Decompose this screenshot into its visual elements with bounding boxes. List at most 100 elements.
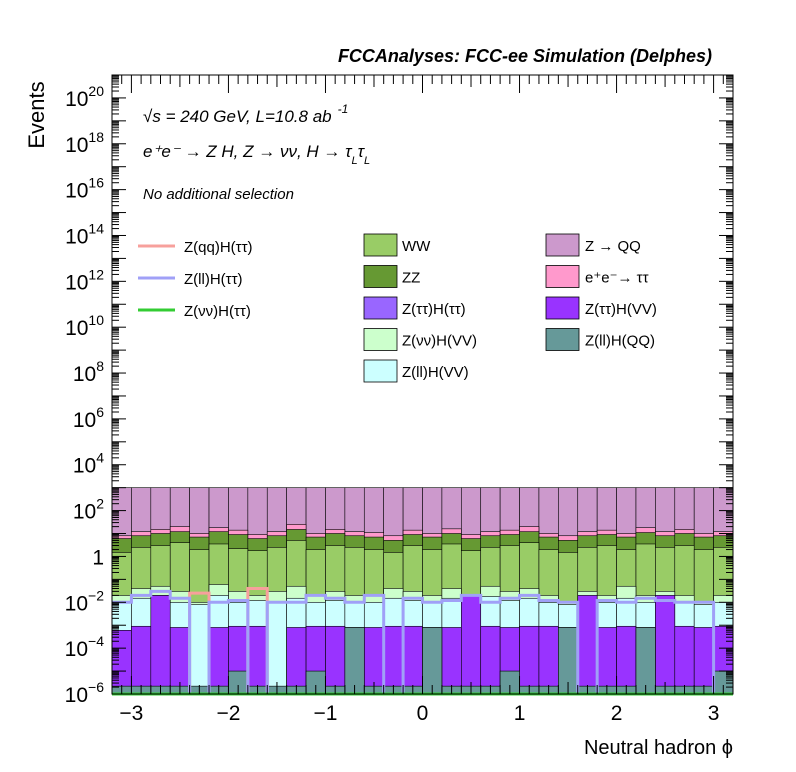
y-tick-exp: 18 <box>88 129 104 145</box>
y-tick-label: 1 <box>92 546 104 569</box>
legend-label: Z(ττ)H(ττ) <box>402 301 466 318</box>
legend-label: Z(νν)H(ττ) <box>184 303 251 320</box>
energy-text: = 240 GeV, L=10.8 ab <box>161 107 332 126</box>
y-tick-label: 1010 <box>65 312 104 340</box>
process-sub-2: L <box>364 155 370 167</box>
bar-6-21 <box>519 625 540 695</box>
bar-6-28 <box>655 595 676 695</box>
y-tick-exp: 4 <box>96 450 104 466</box>
legend-label: Z(νν)H(VV) <box>402 333 477 350</box>
x-axis-label: Neutral hadron ϕ <box>584 737 733 759</box>
legend-label: Z(ll)H(VV) <box>402 364 469 381</box>
legend-label: Z(ττ)H(VV) <box>585 301 657 318</box>
process-annotation: e⁺e⁻ → Z H, Z → νν, H → τLτL <box>143 142 370 167</box>
bar-6-18 <box>461 595 482 695</box>
bar-5-4 <box>189 604 210 695</box>
bar-6-29 <box>674 625 695 695</box>
bar-6-24 <box>577 595 598 695</box>
legend-swatch <box>363 265 398 288</box>
bar-6-26 <box>616 625 637 695</box>
y-tick-label: 10−2 <box>65 587 105 615</box>
y-tick-base: 10 <box>65 638 88 661</box>
y-tick-exp: 8 <box>96 358 104 374</box>
legend-label: Z(qq)H(ττ) <box>184 239 253 256</box>
legend-label: ZZ <box>402 270 420 287</box>
y-tick-label: 10−6 <box>65 679 105 707</box>
y-tick-base: 10 <box>65 317 88 340</box>
bar-6-25 <box>596 627 617 695</box>
bar-6-19 <box>480 625 501 695</box>
bar-6-30 <box>693 627 714 695</box>
y-tick-exp: 10 <box>88 312 104 328</box>
y-tick-base: 10 <box>65 180 88 203</box>
process-text: e⁺e⁻ → Z H, Z → νν, H → τ <box>143 142 353 161</box>
bar-7-16 <box>422 627 443 695</box>
y-tick-base: 10 <box>73 363 96 386</box>
x-tick-label: 0 <box>417 702 429 725</box>
y-tick-base: 10 <box>65 134 88 157</box>
legend-swatch <box>363 359 398 383</box>
x-tick-label: 2 <box>611 702 623 725</box>
y-tick-label: 1018 <box>65 129 104 157</box>
chart-title: FCCAnalyses: FCC-ee Simulation (Delphes) <box>338 46 712 66</box>
sqrt-s: √s <box>143 107 161 126</box>
legend-swatch <box>545 233 580 257</box>
y-tick-base: 10 <box>73 409 96 432</box>
bar-6-0 <box>111 630 132 695</box>
legend-swatch <box>363 233 398 257</box>
y-tick-base: 10 <box>73 455 96 478</box>
process-tau: τ <box>358 142 366 161</box>
bar-6-17 <box>441 627 462 695</box>
x-tick-label: 3 <box>708 702 720 725</box>
series-line-1 <box>112 589 733 696</box>
y-tick-exp: −6 <box>88 679 104 695</box>
y-tick-exp: −2 <box>88 587 104 603</box>
energy-annotation: √s = 240 GeV, L=10.8 ab -1 <box>143 102 348 126</box>
y-tick-label: 1020 <box>65 83 104 111</box>
y-tick-label: 104 <box>73 450 104 478</box>
bar-6-11 <box>325 625 346 695</box>
y-tick-label: 106 <box>73 404 104 432</box>
bar-6-2 <box>150 595 171 695</box>
x-axis: −3 −2 −1 0 1 2 3 <box>111 75 734 725</box>
stack-bars <box>111 487 734 695</box>
legend-swatch <box>363 296 398 320</box>
bar-5-8 <box>266 601 287 695</box>
legend-swatch <box>363 328 398 351</box>
y-tick-exp: 12 <box>88 266 104 282</box>
x-tick-label: −1 <box>313 702 337 725</box>
legend-label: Z → QQ <box>585 238 641 255</box>
legend-swatch <box>545 296 580 320</box>
bar-6-15 <box>402 625 423 695</box>
legend-label: e⁺e⁻→ ττ <box>585 270 649 287</box>
bar-6-14 <box>383 625 404 695</box>
y-tick-exp: 6 <box>96 404 104 420</box>
bar-7-12 <box>344 627 365 695</box>
y-tick-exp: −4 <box>88 633 104 649</box>
x-tick-label: 1 <box>514 702 526 725</box>
legend-swatch <box>545 328 580 351</box>
y-tick-exp: 20 <box>88 83 104 99</box>
y-tick-base: 10 <box>65 684 88 707</box>
y-tick-base: 10 <box>65 271 88 294</box>
y-tick-label: 1016 <box>65 175 104 203</box>
energy-exponent: -1 <box>338 102 349 116</box>
process-sub-1: L <box>352 155 358 167</box>
legend-swatch <box>545 265 580 288</box>
bar-6-1 <box>131 625 152 695</box>
y-tick-exp: 14 <box>88 220 104 236</box>
y-tick-label: 1012 <box>65 266 104 294</box>
y-tick-base: 10 <box>65 592 88 615</box>
x-tick-label: −3 <box>119 702 143 725</box>
bar-6-9 <box>286 627 307 695</box>
legend-label: Z(ll)H(QQ) <box>585 333 655 350</box>
bar-6-22 <box>538 625 559 695</box>
y-tick-label: 10−4 <box>65 633 105 661</box>
bar-6-7 <box>247 625 268 695</box>
y-tick-base: 10 <box>73 501 96 524</box>
bar-6-5 <box>208 627 229 695</box>
y-tick-label: 108 <box>73 358 104 386</box>
y-tick-exp: 2 <box>96 496 104 512</box>
y-tick-exp: 16 <box>88 175 104 191</box>
